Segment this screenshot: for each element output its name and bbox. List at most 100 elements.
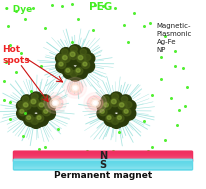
Circle shape xyxy=(120,95,131,105)
Circle shape xyxy=(106,115,114,122)
Circle shape xyxy=(23,103,28,107)
FancyBboxPatch shape xyxy=(13,159,193,171)
Circle shape xyxy=(110,116,123,128)
Circle shape xyxy=(63,56,67,60)
Bar xyxy=(14,163,192,164)
Circle shape xyxy=(90,98,100,108)
Circle shape xyxy=(117,116,121,119)
Circle shape xyxy=(84,54,91,60)
Circle shape xyxy=(97,100,109,112)
Circle shape xyxy=(36,100,52,115)
Text: Magnetic-
Plasmonic
Ag-Fe
NP: Magnetic- Plasmonic Ag-Fe NP xyxy=(157,23,192,53)
Circle shape xyxy=(56,59,71,73)
Circle shape xyxy=(119,103,124,107)
Bar xyxy=(14,155,192,156)
Circle shape xyxy=(97,107,112,120)
Circle shape xyxy=(31,99,36,104)
Circle shape xyxy=(94,101,97,105)
Circle shape xyxy=(87,96,103,110)
Circle shape xyxy=(100,109,104,113)
Circle shape xyxy=(70,46,77,52)
Circle shape xyxy=(80,49,87,55)
Circle shape xyxy=(116,115,124,122)
Circle shape xyxy=(100,100,117,115)
Bar xyxy=(14,154,192,155)
Circle shape xyxy=(104,103,108,107)
Bar xyxy=(14,167,192,168)
Bar xyxy=(14,160,192,161)
Circle shape xyxy=(72,85,78,91)
Circle shape xyxy=(114,113,129,126)
Circle shape xyxy=(22,101,31,110)
Text: Permanent magnet: Permanent magnet xyxy=(54,171,152,180)
Circle shape xyxy=(20,109,24,113)
Circle shape xyxy=(47,96,63,110)
Circle shape xyxy=(36,115,44,122)
Circle shape xyxy=(31,118,38,124)
Circle shape xyxy=(104,113,118,126)
Circle shape xyxy=(108,96,125,112)
Circle shape xyxy=(52,100,58,106)
Circle shape xyxy=(37,116,41,119)
Circle shape xyxy=(98,102,105,108)
Circle shape xyxy=(70,83,80,93)
Circle shape xyxy=(41,107,55,120)
Circle shape xyxy=(75,67,83,75)
Circle shape xyxy=(27,116,31,119)
Bar xyxy=(14,168,192,169)
Circle shape xyxy=(34,113,48,126)
Circle shape xyxy=(75,52,91,67)
Circle shape xyxy=(44,109,48,113)
Circle shape xyxy=(45,102,52,108)
Circle shape xyxy=(101,95,113,105)
Circle shape xyxy=(107,116,111,119)
Bar xyxy=(14,161,192,162)
Text: PEG: PEG xyxy=(89,2,112,12)
Circle shape xyxy=(110,98,119,107)
Bar xyxy=(14,158,192,159)
Circle shape xyxy=(29,116,43,128)
Circle shape xyxy=(76,69,80,72)
Circle shape xyxy=(84,93,107,113)
Circle shape xyxy=(111,99,116,104)
Circle shape xyxy=(70,70,77,77)
Bar xyxy=(14,165,192,166)
Circle shape xyxy=(65,67,73,75)
Circle shape xyxy=(92,100,98,106)
Circle shape xyxy=(59,62,63,66)
Circle shape xyxy=(79,48,90,58)
Circle shape xyxy=(82,53,95,64)
Circle shape xyxy=(41,96,47,102)
Text: • Dye: • Dye xyxy=(4,5,32,14)
Circle shape xyxy=(57,54,64,60)
Circle shape xyxy=(78,56,83,60)
Circle shape xyxy=(69,69,82,81)
Circle shape xyxy=(116,100,132,115)
Circle shape xyxy=(31,94,38,100)
Circle shape xyxy=(30,92,42,103)
Bar xyxy=(14,157,192,158)
Circle shape xyxy=(66,69,70,72)
Circle shape xyxy=(61,54,70,63)
Circle shape xyxy=(124,100,136,112)
Circle shape xyxy=(125,102,132,108)
Circle shape xyxy=(73,66,88,79)
Circle shape xyxy=(121,107,136,120)
Circle shape xyxy=(16,100,29,112)
Circle shape xyxy=(20,100,36,115)
Circle shape xyxy=(40,95,51,105)
Circle shape xyxy=(44,93,67,113)
Circle shape xyxy=(121,96,128,102)
Circle shape xyxy=(58,61,66,69)
Circle shape xyxy=(39,103,44,107)
Bar xyxy=(14,166,192,167)
Bar xyxy=(14,159,192,160)
Bar xyxy=(14,152,192,153)
Circle shape xyxy=(64,77,87,98)
Circle shape xyxy=(19,108,27,116)
Circle shape xyxy=(30,98,39,107)
Circle shape xyxy=(69,51,78,60)
Circle shape xyxy=(70,52,75,57)
Text: Hot
spots: Hot spots xyxy=(2,45,30,65)
Circle shape xyxy=(63,66,77,79)
